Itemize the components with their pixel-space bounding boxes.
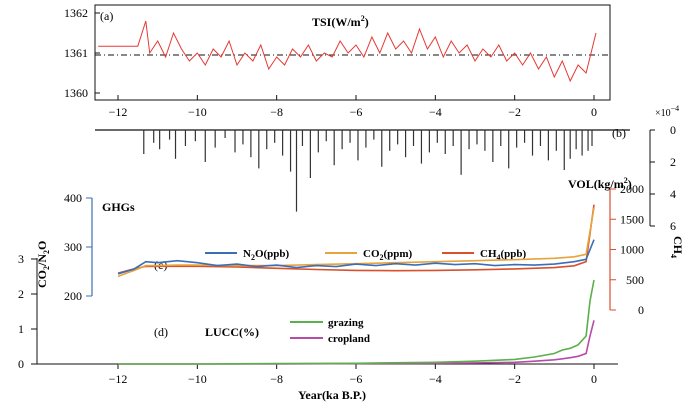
panel-a-y-tick-label: 1360 xyxy=(64,86,88,100)
panel-a-x-axis: −12 −10 −8 −6 −4 −2 0 xyxy=(109,95,597,119)
panel-b-y-tick-label: 0 xyxy=(670,123,676,137)
panel-a-x-tick-label: 0 xyxy=(591,105,597,119)
panel-a-y-tick-label: 1362 xyxy=(64,6,88,20)
panel-c-left-tick-label: 400 xyxy=(64,191,82,205)
panel-a-x-tick-label: −12 xyxy=(109,105,128,119)
panel-c-left-tick-label: 200 xyxy=(64,289,82,303)
panel-b-bars xyxy=(143,130,593,212)
legend-co2-label: CO2(ppm) xyxy=(363,248,413,262)
panel-a-x-tick-label: −6 xyxy=(350,105,363,119)
n2o-series-line xyxy=(117,239,595,275)
panel-c-left-axis: 200 300 400 xyxy=(64,191,92,303)
panel-a-y-tick-label: 1361 xyxy=(64,46,88,60)
panel-c-right-axis: 0 500 1000 1500 2000 xyxy=(610,182,644,317)
panel-d-x-axis: −12 −10 −8 −6 −4 −2 0 xyxy=(109,364,597,386)
panel-d-x-tick-label: −10 xyxy=(188,372,207,386)
panel-d-x-tick-label: −2 xyxy=(508,372,521,386)
panel-a-x-tick-label: −4 xyxy=(429,105,442,119)
panel-a-x-tick-label: −2 xyxy=(508,105,521,119)
panel-a-x-tick-label: −10 xyxy=(188,105,207,119)
panel-a-label: (a) xyxy=(100,9,113,23)
panel-c-right-tick-label: 1000 xyxy=(620,243,644,257)
panel-d-y-tick-label: 3 xyxy=(18,252,24,266)
panel-a-x-tick-label: −8 xyxy=(270,105,283,119)
panel-b-y-tick-label: 4 xyxy=(670,187,676,201)
panel-d-x-tick-label: −4 xyxy=(429,372,442,386)
panel-d-y-tick-label: 0 xyxy=(18,357,24,371)
legend-n2o-label: N2O(ppb) xyxy=(243,248,290,262)
panel-d: 0 1 2 3 −12 −10 −8 −6 −4 −2 0 (d) LUCC(%) grazing… xyxy=(18,252,618,402)
tsi-series-line xyxy=(98,20,597,83)
ch4-series-line xyxy=(117,204,595,274)
panel-d-y-tick-label: 1 xyxy=(18,322,24,336)
panel-c-right-tick-label: 0 xyxy=(638,303,644,317)
panel-d-x-tick-label: −6 xyxy=(350,372,363,386)
legend-grazing-label: grazing xyxy=(328,317,364,329)
x-axis-title: Year(ka B.P.) xyxy=(298,388,366,402)
co2-series-line xyxy=(117,207,595,278)
panel-c-right-axis-label: CH4 xyxy=(669,236,685,258)
panel-b-title: VOL(kg/m2) xyxy=(568,176,632,191)
panel-d-y-axis: 0 1 2 3 xyxy=(18,252,37,371)
panel-d-x-tick-label: 0 xyxy=(591,372,597,386)
panel-b-multiplier: ×10−4 xyxy=(655,104,679,119)
panel-a-title: TSI(W/m2) xyxy=(312,14,369,29)
panel-d-x-tick-label: −8 xyxy=(270,372,283,386)
grazing-series-line xyxy=(118,279,595,365)
panel-c-left-tick-label: 300 xyxy=(64,240,82,254)
panel-d-title: LUCC(%) xyxy=(205,325,259,339)
panel-c-legend: N2O(ppb) CO2(ppm) CH4(ppb) xyxy=(205,248,527,262)
panel-d-legend: grazing cropland xyxy=(290,317,370,345)
panel-c-right-tick-label: 500 xyxy=(626,273,644,287)
panel-d-x-tick-label: −12 xyxy=(109,372,128,386)
legend-ch4-label: CH4(ppb) xyxy=(480,248,527,262)
panel-b: (b) 0 2 4 6 ×10−4 VOL(kg/m2) xyxy=(95,104,679,233)
panel-c-right-tick-label: 2000 xyxy=(620,182,644,196)
panel-b-y-axis: 0 2 4 6 xyxy=(650,123,676,233)
panel-b-y-tick-label: 2 xyxy=(670,155,676,169)
panel-c-right-tick-label: 1500 xyxy=(620,212,644,226)
panel-b-label: (b) xyxy=(612,126,626,140)
panel-c-left-axis-label: CO2/N2O xyxy=(35,241,51,288)
legend-cropland-label: cropland xyxy=(328,333,370,345)
panel-c-title: GHGs xyxy=(102,200,135,214)
panel-b-y-tick-label: 6 xyxy=(670,219,676,233)
panel-d-y-tick-label: 2 xyxy=(18,287,24,301)
panel-d-label: (d) xyxy=(154,325,168,339)
panel-a-y-axis: 1360 1361 1362 xyxy=(64,6,100,100)
